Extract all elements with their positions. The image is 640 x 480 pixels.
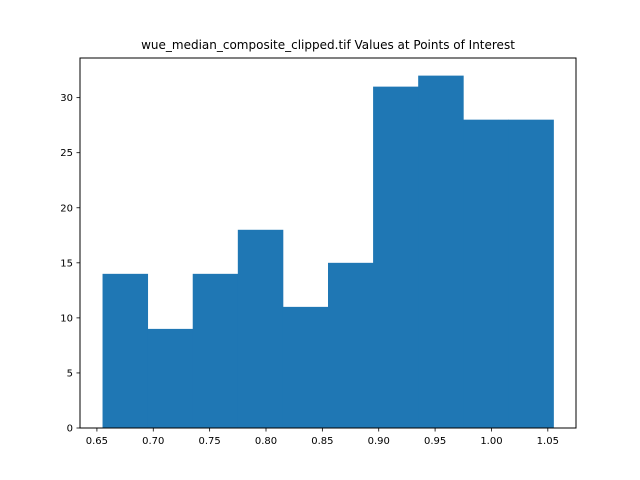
- axes-frame: [79, 57, 577, 429]
- x-tick-label: 0.85: [311, 436, 333, 447]
- histogram-bar: [508, 119, 554, 429]
- histogram-bar: [147, 328, 194, 428]
- y-tick-label: 0: [67, 424, 73, 435]
- x-tick-label: 0.75: [199, 436, 221, 447]
- y-tick-label: 5: [67, 368, 73, 379]
- x-axis-ticks: 0.65 0.70 0.75 0.80 0.85 0.90 0.95 1.00 1.05: [86, 428, 559, 447]
- y-tick-label: 10: [60, 313, 73, 324]
- bars-group: [102, 75, 554, 429]
- y-tick-label: 25: [60, 148, 73, 159]
- y-tick-label: 15: [60, 258, 73, 269]
- x-tick-label: 0.70: [142, 436, 164, 447]
- x-tick-label: 0.95: [424, 436, 446, 447]
- x-tick-label: 1.05: [537, 436, 559, 447]
- histogram-bar: [192, 273, 239, 428]
- chart-title: wue_median_composite_clipped.tif Values …: [141, 38, 515, 52]
- histogram-bar: [328, 262, 374, 428]
- histogram-bar: [373, 86, 419, 428]
- histogram-bar: [237, 229, 284, 428]
- x-tick-label: 0.65: [86, 436, 108, 447]
- histogram-bar: [102, 273, 149, 428]
- x-tick-label: 1.00: [480, 436, 502, 447]
- x-tick-label: 0.90: [368, 436, 390, 447]
- histogram-bar: [282, 306, 329, 428]
- histogram-bar: [418, 75, 464, 428]
- x-tick-label: 0.80: [255, 436, 277, 447]
- y-tick-label: 30: [60, 93, 73, 104]
- histogram-bar: [463, 119, 509, 429]
- y-tick-label: 20: [60, 203, 73, 214]
- y-axis-ticks: 0 5 10 15 20 25 30: [60, 93, 80, 435]
